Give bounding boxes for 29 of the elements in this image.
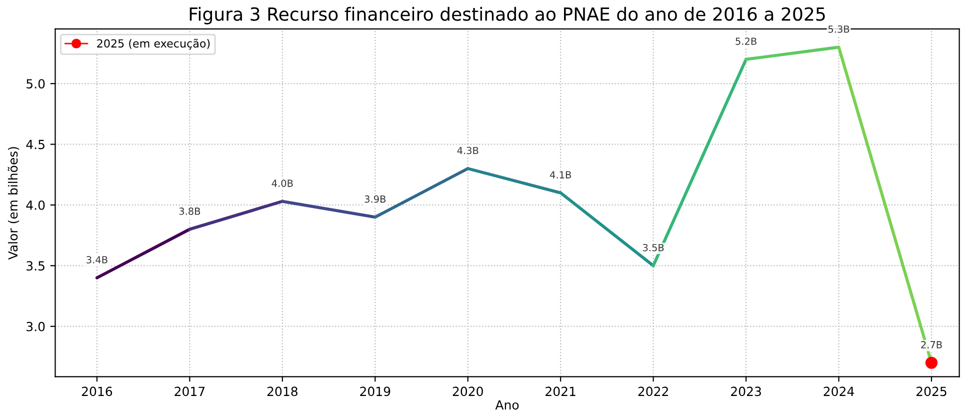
x-tick-label: 2021 bbox=[546, 386, 576, 396]
data-label: 2.7B bbox=[921, 341, 942, 348]
x-tick-label: 2020 bbox=[452, 386, 483, 396]
y-tick-label: 5.0 bbox=[26, 79, 45, 89]
x-tick-label: 2016 bbox=[82, 386, 112, 396]
y-tick-label: 3.0 bbox=[26, 322, 45, 332]
x-tick-label: 2017 bbox=[174, 386, 205, 396]
x-tick-label: 2025 bbox=[916, 386, 946, 396]
x-tick-label: 2024 bbox=[824, 386, 854, 396]
data-label: 4.3B bbox=[457, 146, 478, 154]
x-tick-label: 2018 bbox=[267, 386, 298, 396]
y-axis-title: Valor (em bilhões) bbox=[8, 147, 20, 260]
x-tick-label: 2022 bbox=[638, 386, 668, 396]
data-label: 3.9B bbox=[364, 195, 386, 203]
x-tick-label: 2019 bbox=[360, 386, 390, 396]
x-tick-label: 2023 bbox=[731, 386, 761, 396]
data-label: 5.2B bbox=[736, 38, 756, 45]
y-tick-label: 3.5 bbox=[26, 261, 44, 271]
x-axis-title: Ano bbox=[495, 400, 519, 410]
y-tick-label: 4.0 bbox=[26, 200, 45, 210]
y-tick-label: 4.5 bbox=[26, 140, 44, 150]
chart-title: Figura 3 Recurso financeiro destinado ao PNAE do ano de 2016 a 2025 bbox=[190, 6, 825, 24]
data-label: 4.1B bbox=[550, 171, 571, 178]
data-label: 3.8B bbox=[179, 208, 200, 215]
data-label: 3.5B bbox=[642, 244, 664, 252]
data-label: 4.0B bbox=[272, 180, 293, 187]
legend-label: 2025 (em execução) bbox=[97, 38, 210, 50]
data-label: 5.3B bbox=[828, 25, 850, 33]
data-label: 3.4B bbox=[86, 256, 108, 264]
